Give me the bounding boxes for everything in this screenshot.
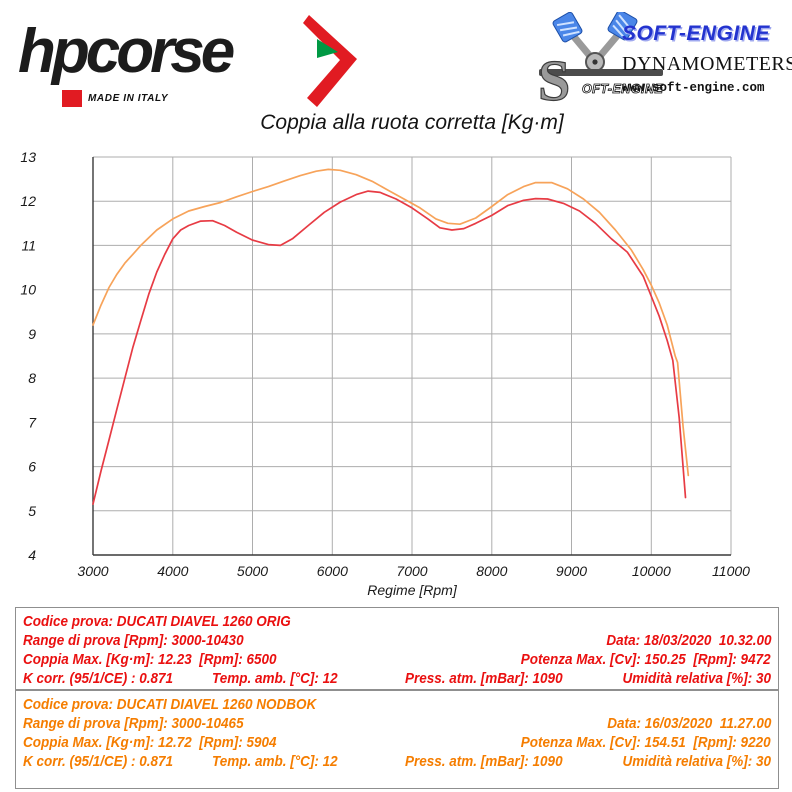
svg-text:4: 4	[28, 547, 36, 563]
coppia-max-label: Coppia Max. [Kg·m]: 12.72 [Rpm]: 5904	[23, 734, 277, 751]
svg-text:8000: 8000	[476, 563, 507, 579]
red-square-icon	[62, 90, 82, 107]
svg-text:5: 5	[28, 503, 36, 519]
dynamometers-label: DYNAMOMETERS	[622, 53, 792, 75]
oft-engine-label: OFT-ENGINE	[582, 82, 664, 96]
made-in-italy-label: MADE IN ITALY	[88, 93, 169, 104]
test-table-orig: Codice prova: DUCATI DIAVEL 1260 ORIG Ra…	[15, 607, 779, 690]
softengine-url: www.soft-engine.com	[622, 81, 765, 95]
svg-text:7000: 7000	[396, 563, 427, 579]
grid-lines	[92, 156, 732, 556]
torque-curve-orig	[92, 190, 687, 505]
y-tick-labels: 4 5 6 7 8 9 10 11 12 13	[20, 149, 37, 563]
svg-text:8: 8	[28, 370, 36, 386]
svg-text:11000: 11000	[712, 563, 750, 579]
svg-text:9: 9	[28, 326, 36, 342]
codice-prova-label: Codice prova: DUCATI DIAVEL 1260 ORIG	[23, 613, 291, 630]
torque-curve-nodbok	[92, 168, 690, 477]
x-tick-labels: 3000 4000 5000 6000 7000 8000 9000 10000 11000	[77, 563, 750, 579]
data-label: Data: 16/03/2020 11.27.00	[606, 715, 771, 732]
svg-text:5000: 5000	[237, 563, 268, 579]
range-prova-label: Range di prova [Rpm]: 3000-10430	[23, 632, 244, 649]
codice-prova-label: Codice prova: DUCATI DIAVEL 1260 NODBOK	[23, 696, 317, 713]
svg-text:12: 12	[20, 193, 36, 209]
coppia-max-label: Coppia Max. [Kg·m]: 12.23 [Rpm]: 6500	[23, 651, 277, 668]
hpcorse-wordmark: hpcorse	[18, 17, 235, 86]
chart-title: Coppia alla ruota corretta [Kg·m]	[260, 111, 564, 134]
umidita-label: Umidità relativa [%]: 30	[622, 670, 771, 687]
svg-text:10000: 10000	[632, 563, 671, 579]
k-corr-label: K corr. (95/1/CE) : 0.871	[23, 753, 174, 770]
svg-text:4000: 4000	[157, 563, 188, 579]
softengine-brand-label: SOFT-ENGINE	[622, 22, 770, 45]
test-table-nodbok: Codice prova: DUCATI DIAVEL 1260 NODBOK …	[15, 690, 779, 789]
data-label: Data: 18/03/2020 10.32.00	[605, 632, 771, 649]
svg-text:S: S	[538, 48, 570, 106]
pistons-icon: S OFT-ENGINE	[538, 12, 664, 106]
hpcorse-arrow-icon	[303, 15, 357, 107]
hpcorse-logo: hpcorse MADE IN ITALY	[16, 10, 357, 115]
svg-text:11: 11	[21, 237, 36, 253]
x-axis-label: Regime [Rpm]	[367, 582, 458, 598]
potenza-max-label: Potenza Max. [Cv]: 154.51 [Rpm]: 9220	[521, 734, 771, 751]
umidita-label: Umidità relativa [%]: 30	[622, 753, 771, 770]
temp-amb-label: Temp. amb. [°C]: 12	[212, 670, 338, 687]
svg-text:10: 10	[20, 282, 36, 298]
axes	[92, 157, 731, 556]
svg-text:3000: 3000	[77, 563, 108, 579]
svg-text:9000: 9000	[556, 563, 587, 579]
made-in-italy: MADE IN ITALY	[62, 90, 168, 107]
range-prova-label: Range di prova [Rpm]: 3000-10465	[23, 715, 244, 732]
potenza-max-label: Potenza Max. [Cv]: 150.25 [Rpm]: 9472	[521, 651, 771, 668]
k-corr-label: K corr. (95/1/CE) : 0.871	[23, 670, 174, 687]
temp-amb-label: Temp. amb. [°C]: 12	[212, 753, 338, 770]
svg-text:7: 7	[28, 414, 37, 430]
svg-text:6000: 6000	[317, 563, 348, 579]
softengine-logo: S OFT-ENGINE SOFT-ENGINE DYNAMOMETERS ww…	[538, 6, 792, 108]
svg-text:13: 13	[20, 149, 36, 165]
svg-text:6: 6	[28, 459, 36, 475]
press-atm-label: Press. atm. [mBar]: 1090	[405, 670, 563, 687]
press-atm-label: Press. atm. [mBar]: 1090	[405, 753, 563, 770]
